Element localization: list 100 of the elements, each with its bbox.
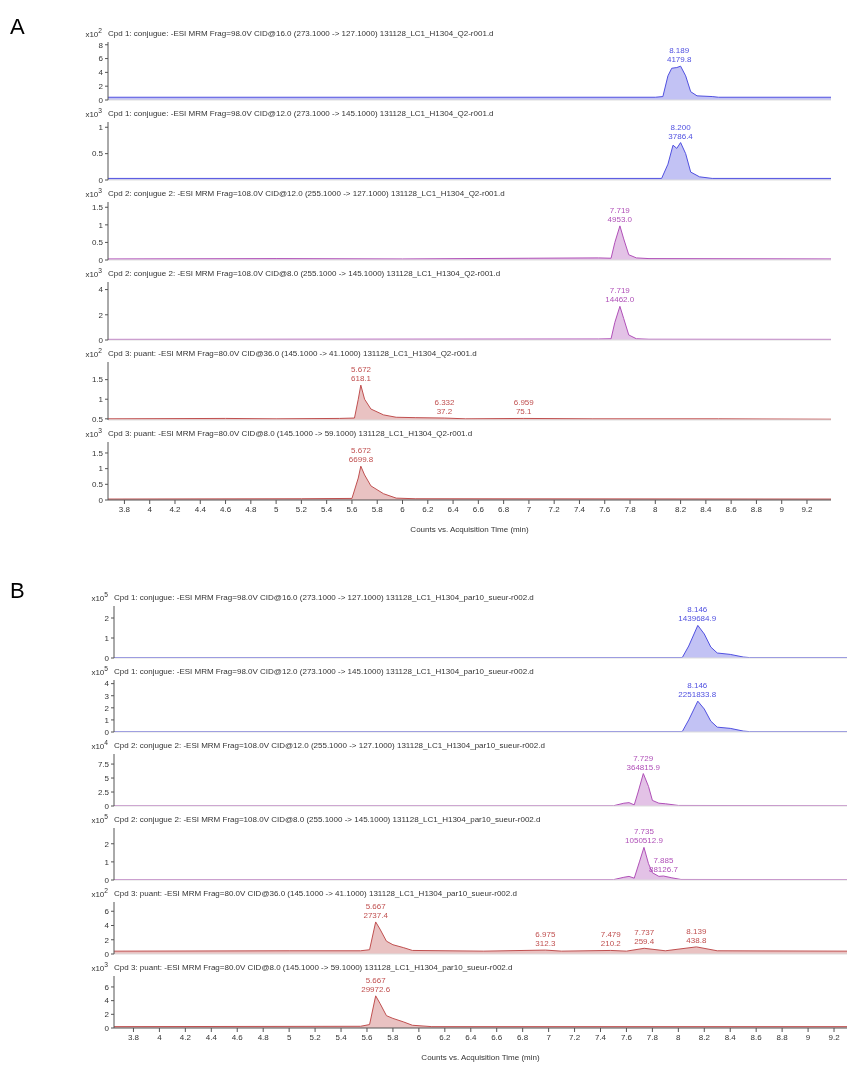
x-tick-label: 5.2 <box>309 1032 322 1042</box>
text: A <box>10 14 25 40</box>
y-axis-title: x10$^{3}$ <box>90 961 108 973</box>
x-axis-title: Counts vs. Acquisition Time (min) <box>421 1053 540 1062</box>
annotation: 6.959 75.1 <box>513 398 535 417</box>
chart-title: Cpd 2: conjugue 2: -ESI MRM Frag=108.0V CID@12.0 (255.1000 -> 127.1000) 131128_LC1_H1304_Q2-r001.d <box>108 188 505 198</box>
x-axis-title: Counts vs. Acquisition Time (min) <box>410 525 529 534</box>
y-tick-label: 1 <box>98 123 104 133</box>
y-tick-label: 0 <box>98 255 104 265</box>
chart-title: Cpd 2: conjugue 2: -ESI MRM Frag=108.0V CID@8.0 (255.1000 -> 145.1000) 131128_LC1_H1304_par10_sueur-r002.d <box>114 814 541 824</box>
annotation: 8.146 2251833.8 <box>678 681 717 700</box>
x-tick-label: 6.2 <box>439 1032 451 1042</box>
y-axis-title: x10$^{2}$ <box>84 27 102 39</box>
y-tick-label: 2 <box>98 310 104 320</box>
annotation: 5.672 618.1 <box>351 365 372 384</box>
y-tick-label: 6 <box>104 982 110 992</box>
y-tick-label: 0 <box>98 495 104 505</box>
annotation: 7.735 1050512.9 <box>625 827 664 846</box>
y-tick-label: 1 <box>104 715 110 725</box>
y-tick-label: 0 <box>104 875 110 885</box>
y-tick-label: 4 <box>104 679 110 689</box>
y-tick-label: 7.5 <box>97 759 110 769</box>
y-tick-label: 0 <box>104 727 110 737</box>
y-tick-label: 3 <box>104 691 110 701</box>
chart-title: Cpd 1: conjugue: -ESI MRM Frag=98.0V CID@16.0 (273.1000 -> 127.1000) 131128_LC1_H1304_Q2-r001.d <box>108 28 494 38</box>
y-tick-label: 0 <box>104 653 110 663</box>
y-tick-label: 4 <box>98 285 104 295</box>
x-tick-label: 5 <box>286 1032 292 1042</box>
chart-title: Cpd 3: puant: -ESI MRM Frag=80.0V CID@8.0 (145.1000 -> 59.1000) 131128_LC1_H1304_Q2-r001.d <box>108 428 473 438</box>
x-tick-label: 4.4 <box>194 504 207 514</box>
x-tick-label: 4.8 <box>245 504 257 514</box>
annotation: 8.139 438.8 <box>686 926 707 945</box>
x-tick-label: 6.8 <box>517 1032 529 1042</box>
x-tick-label: 8.6 <box>750 1032 763 1042</box>
y-tick-label: 5 <box>104 773 110 783</box>
x-tick-label: 5.6 <box>346 504 359 514</box>
y-tick-label: 2 <box>98 82 104 92</box>
y-axis-title: x10$^{5}$ <box>90 665 108 677</box>
x-tick-label: 8.8 <box>776 1032 789 1042</box>
annotation: 6.332 37.2 <box>434 398 456 417</box>
text: B <box>10 578 25 604</box>
y-tick-label: 2 <box>104 703 110 713</box>
x-tick-label: 7.2 <box>568 1032 581 1042</box>
chart-title: Cpd 1: conjugue: -ESI MRM Frag=98.0V CID@16.0 (273.1000 -> 127.1000) 131128_LC1_H1304_par10_sueur-r002.d <box>114 592 534 602</box>
y-tick-label: 1 <box>104 857 110 867</box>
annotation: 7.719 4953.0 <box>607 205 633 224</box>
x-tick-label: 7.6 <box>599 504 611 514</box>
chart-title: Cpd 2: conjugue 2: -ESI MRM Frag=108.0V CID@12.0 (255.1000 -> 127.1000) 131128_LC1_H1304_par10_sueur-r002.d <box>114 740 545 750</box>
y-tick-label: 0 <box>98 95 104 105</box>
annotation: 7.729 364815.9 <box>626 753 661 772</box>
x-tick-label: 7.8 <box>624 504 637 514</box>
x-tick-label: 8.4 <box>700 504 712 514</box>
y-axis-title: x10$^{5}$ <box>90 591 108 603</box>
annotation: 7.479 210.2 <box>600 930 622 949</box>
x-tick-label: 8.2 <box>675 504 687 514</box>
chart-title: Cpd 3: puant: -ESI MRM Frag=80.0V CID@36.0 (145.1000 -> 41.1000) 131128_LC1_H1304_Q2-r001.d <box>108 348 477 358</box>
y-axis-title: x10$^{2}$ <box>90 887 108 899</box>
x-tick-label: 7.2 <box>548 504 561 514</box>
x-tick-label: 7.4 <box>594 1032 607 1042</box>
x-tick-label: 4.6 <box>231 1032 244 1042</box>
y-tick-label: 2.5 <box>97 787 110 797</box>
annotation: 6.975 312.3 <box>535 930 556 949</box>
annotation: 5.667 2737.4 <box>363 901 389 920</box>
x-tick-label: 8 <box>676 1032 682 1042</box>
chart-title: Cpd 3: puant: -ESI MRM Frag=80.0V CID@36.0 (145.1000 -> 41.1000) 131128_LC1_H1304_par10_sueur-r002.d <box>114 888 517 898</box>
x-tick-label: 6.8 <box>498 504 510 514</box>
x-tick-label: 7.6 <box>620 1032 633 1042</box>
y-tick-label: 4 <box>104 921 110 931</box>
x-tick-label: 7.4 <box>573 504 586 514</box>
x-tick-label: 8.6 <box>725 504 738 514</box>
x-tick-label: 7.8 <box>646 1032 659 1042</box>
x-tick-label: 5.8 <box>371 504 384 514</box>
y-axis-title: x10$^{3}$ <box>84 107 102 119</box>
chart-title: Cpd 1: conjugue: -ESI MRM Frag=98.0V CID@12.0 (273.1000 -> 145.1000) 131128_LC1_H1304_par10_sueur-r002.d <box>114 666 534 676</box>
y-tick-label: 0 <box>98 175 104 185</box>
x-tick-label: 8.4 <box>724 1032 737 1042</box>
y-tick-label: 0 <box>104 801 110 811</box>
x-tick-label: 8 <box>653 504 659 514</box>
x-tick-label: 6.4 <box>465 1032 477 1042</box>
y-tick-label: 0 <box>98 335 104 345</box>
x-tick-label: 4.2 <box>179 1032 192 1042</box>
y-tick-label: 1 <box>104 633 110 643</box>
x-tick-label: 5.4 <box>335 1032 348 1042</box>
x-tick-label: 5.2 <box>295 504 308 514</box>
y-tick-label: 2 <box>104 839 110 849</box>
y-tick-label: 6 <box>98 54 104 64</box>
y-tick-label: 2 <box>104 1010 110 1020</box>
x-tick-label: 5 <box>273 504 279 514</box>
y-tick-label: 1 <box>98 220 104 230</box>
x-tick-label: 4.8 <box>257 1032 270 1042</box>
x-tick-label: 6.6 <box>472 504 485 514</box>
annotation: 7.719 14462.0 <box>605 286 635 305</box>
y-tick-label: 1 <box>98 395 104 405</box>
y-tick-label: 0.5 <box>91 480 104 490</box>
x-tick-label: 4.6 <box>219 504 232 514</box>
y-tick-label: 1.5 <box>91 375 104 385</box>
x-tick-label: 4.4 <box>205 1032 218 1042</box>
x-tick-label: 9.2 <box>801 504 814 514</box>
y-tick-label: 2 <box>104 613 110 623</box>
x-tick-label: 5.6 <box>361 1032 374 1042</box>
